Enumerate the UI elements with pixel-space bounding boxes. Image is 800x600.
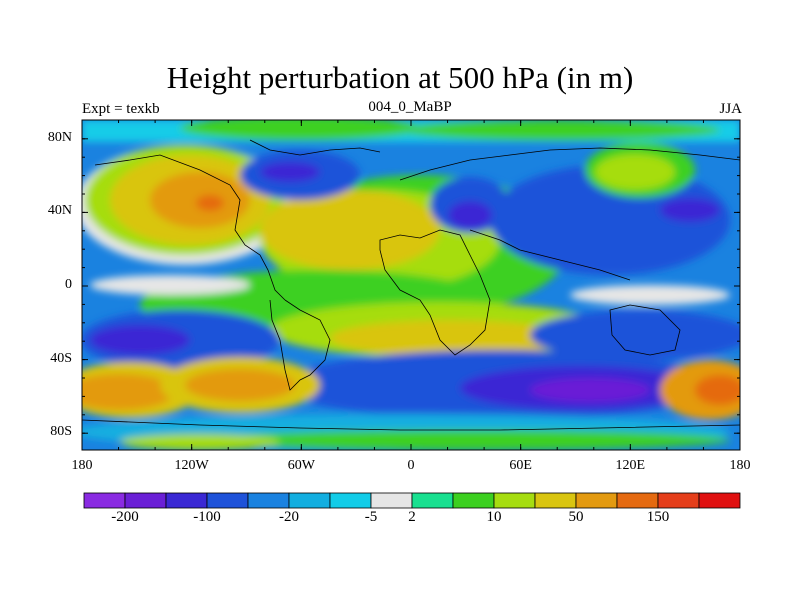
colorbar-label: 10 <box>486 509 502 525</box>
lon-tick-label: 60W <box>287 458 315 473</box>
colorbar-box <box>288 492 331 509</box>
colorbar-box <box>575 492 618 509</box>
lon-tick-label: 120W <box>174 458 209 473</box>
season-label: JJA <box>719 101 742 117</box>
lat-tick-label: 80S <box>50 424 72 440</box>
colorbar-box <box>83 492 126 509</box>
experiment-label: Expt = texkb <box>82 101 160 117</box>
lon-tick-label: 180 <box>729 458 751 473</box>
colorbar-label: 150 <box>646 509 670 525</box>
colorbar-label: 50 <box>568 509 584 525</box>
lat-tick-label: 40N <box>47 203 72 219</box>
colorbar-box <box>534 492 577 509</box>
lat-tick-label: 80N <box>47 129 72 145</box>
map-title: Height perturbation at 500 hPa (in m) <box>166 60 634 95</box>
contour-field <box>82 120 740 450</box>
colorbar <box>83 492 741 509</box>
colorbar-box <box>657 492 700 509</box>
colorbar-box <box>411 492 454 509</box>
colorbar-label: -100 <box>193 509 221 525</box>
colorbar-box <box>124 492 167 509</box>
colorbar-box <box>165 492 208 509</box>
colorbar-box <box>616 492 659 509</box>
colorbar-box <box>370 492 413 509</box>
colorbar-label: 2 <box>408 509 416 525</box>
axis-ticks <box>81 120 741 450</box>
lat-tick-label: 40S <box>50 350 72 366</box>
colorbar-label: -20 <box>279 509 299 525</box>
lat-tick-label: 0 <box>65 277 72 292</box>
lon-tick-label: 180 <box>71 458 93 473</box>
colorbar-box <box>452 492 495 509</box>
colorbar-box <box>493 492 536 509</box>
colorbar-box <box>698 492 741 509</box>
lon-tick-label: 60E <box>509 458 532 473</box>
lon-tick-label: 120E <box>615 458 646 473</box>
colorbar-box <box>247 492 290 509</box>
colorbar-box <box>206 492 249 509</box>
lon-tick-label: 0 <box>407 458 415 473</box>
coastlines <box>82 139 740 431</box>
colorbar-box <box>329 492 372 509</box>
run-label: 004_0_MaBP <box>368 99 452 115</box>
colorbar-label: -200 <box>111 509 139 525</box>
colorbar-label: -5 <box>364 509 378 525</box>
